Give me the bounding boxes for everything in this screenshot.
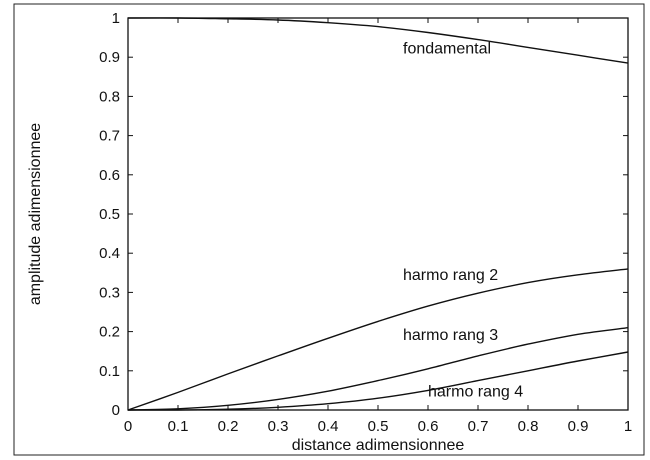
x-axis-title: distance adimensionnee xyxy=(292,437,465,454)
x-tick-label: 0.3 xyxy=(268,418,289,435)
y-axis-title: amplitude adimensionnee xyxy=(27,123,44,305)
labels-layer: fondamental harmo rang 2 harmo rang 3 harmo… xyxy=(403,40,523,400)
curves-layer xyxy=(127,17,629,411)
y-tick-label: 0.8 xyxy=(99,88,120,105)
y-tick-label: 0.6 xyxy=(99,167,120,184)
series-label-harmo-rang-4: harmo rang 4 xyxy=(428,383,523,400)
series-label-harmo-rang-3: harmo rang 3 xyxy=(403,327,498,344)
y-tick-label: 1 xyxy=(112,10,120,27)
series-label-fondamental: fondamental xyxy=(403,40,491,57)
x-tick-label: 0.8 xyxy=(518,418,539,435)
x-tick-label: 0.7 xyxy=(468,418,489,435)
y-tick-label: 0.1 xyxy=(99,363,120,380)
x-tick-label: 0.5 xyxy=(368,418,389,435)
series-label-harmo-rang-2: harmo rang 2 xyxy=(403,267,498,284)
x-tick-label: 0 xyxy=(124,418,132,435)
y-tick-label: 0.9 xyxy=(99,49,120,66)
y-tick-label: 0.4 xyxy=(99,245,120,262)
series-line-fondamental xyxy=(127,17,629,64)
y-tick-label: 0.2 xyxy=(99,324,120,341)
y-tick-label: 0.5 xyxy=(99,206,120,223)
series-line-harmo-rang-4 xyxy=(127,351,629,411)
y-tick-label: 0.3 xyxy=(99,284,120,301)
x-tick-label: 1 xyxy=(624,418,632,435)
x-tick-label: 0.6 xyxy=(418,418,439,435)
y-tick-label: 0.7 xyxy=(99,128,120,145)
outer-frame xyxy=(13,3,645,456)
series-line-harmo-rang-3 xyxy=(127,327,629,411)
x-tick-label: 0.4 xyxy=(318,418,339,435)
x-tick-label: 0.2 xyxy=(218,418,239,435)
plot-area xyxy=(127,17,629,411)
y-tick-label: 0 xyxy=(112,402,120,419)
x-tick-label: 0.1 xyxy=(168,418,189,435)
tick-layer: 0 0.1 0.2 0.3 0.4 0.5 0.6 0.7 0.8 0.9 1 0 0.1 0.2 0.3 0… xyxy=(99,10,632,435)
x-tick-label: 0.9 xyxy=(568,418,589,435)
series-line-harmo-rang-2 xyxy=(127,268,629,411)
